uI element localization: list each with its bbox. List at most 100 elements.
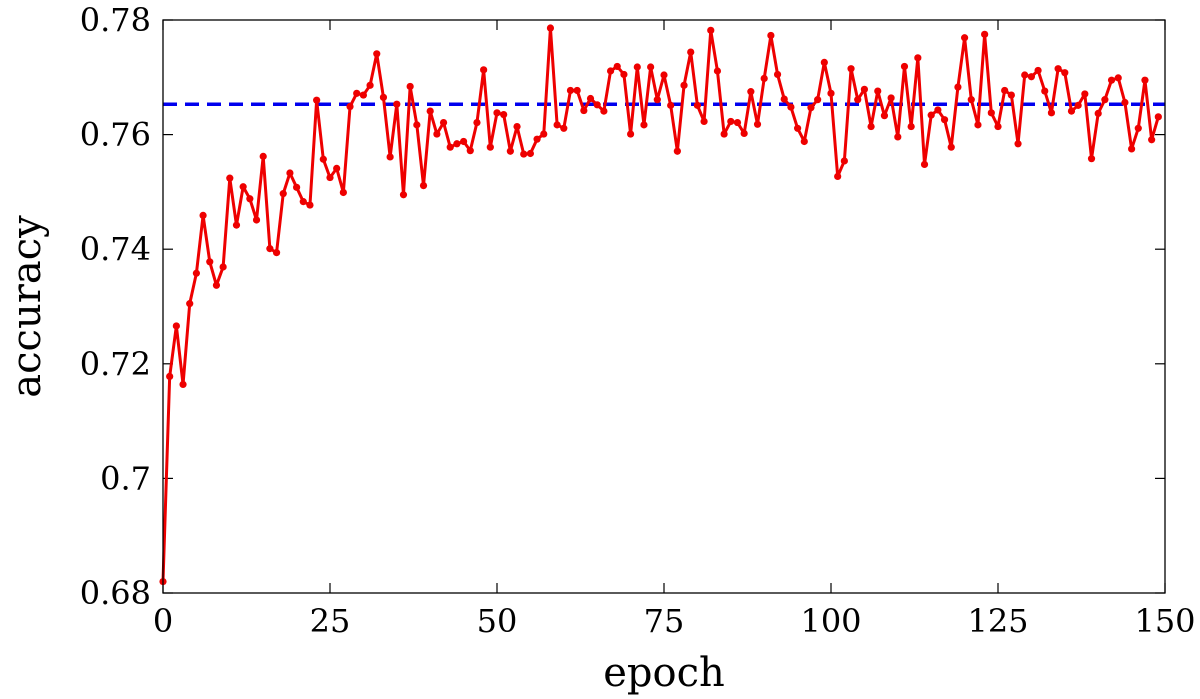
data-point (252, 216, 261, 224)
data-point (914, 54, 922, 62)
data-point (1141, 76, 1149, 84)
data-point (994, 122, 1002, 131)
data-point (373, 50, 381, 58)
data-point (586, 94, 595, 103)
data-point (961, 34, 969, 42)
data-point (453, 140, 461, 148)
data-point (847, 65, 855, 73)
data-point (419, 181, 428, 190)
data-point (606, 67, 615, 75)
y-tick-label: 0.76 (80, 116, 151, 154)
data-point (239, 183, 247, 191)
data-point (553, 121, 561, 129)
x-tick-label: 0 (153, 602, 173, 640)
data-point (206, 258, 214, 266)
data-point (526, 149, 535, 158)
data-point (820, 58, 828, 67)
y-tick-label: 0.74 (80, 230, 151, 268)
data-point (887, 94, 895, 102)
data-point (794, 124, 802, 132)
data-point (326, 173, 334, 182)
data-point (1067, 107, 1076, 115)
data-point (1101, 96, 1109, 104)
data-point (433, 130, 441, 138)
data-point (1114, 74, 1122, 82)
data-point (1021, 71, 1029, 79)
data-point (1061, 69, 1069, 77)
data-point (506, 147, 514, 155)
data-point (1074, 101, 1082, 109)
data-point (406, 82, 414, 91)
data-point (306, 201, 314, 209)
data-point (353, 89, 361, 97)
y-tick-label: 0.78 (80, 1, 151, 39)
data-point (840, 157, 848, 165)
data-point (673, 147, 681, 155)
data-point (1087, 155, 1096, 163)
y-tick-label: 0.68 (80, 574, 151, 612)
data-point (426, 107, 434, 115)
y-tick-label: 0.7 (100, 459, 151, 497)
data-point (620, 70, 628, 79)
data-point (627, 130, 635, 138)
data-point (1047, 109, 1056, 117)
data-point (720, 130, 728, 138)
data-point (520, 150, 528, 158)
data-point (1094, 109, 1102, 117)
data-point (319, 155, 327, 163)
data-point (232, 221, 241, 229)
y-tick-label: 0.72 (80, 345, 151, 383)
data-point (172, 322, 180, 330)
data-point (480, 66, 488, 74)
x-tick-label: 25 (310, 602, 351, 640)
data-point (640, 121, 648, 129)
data-point (900, 62, 909, 71)
data-point (286, 169, 294, 177)
data-point (880, 112, 889, 120)
series-layer (159, 24, 1162, 586)
data-point (854, 96, 862, 104)
data-point (867, 122, 875, 131)
data-point (413, 121, 421, 129)
x-tick-label: 150 (1134, 602, 1195, 640)
data-point (500, 110, 508, 119)
data-point (513, 122, 521, 131)
data-point (473, 118, 481, 127)
data-point (747, 88, 755, 96)
data-point (293, 183, 301, 191)
data-point (1148, 136, 1156, 144)
data-point (727, 117, 735, 126)
data-point (633, 63, 641, 71)
data-point (279, 190, 287, 198)
data-point (192, 269, 200, 277)
data-point (713, 67, 722, 75)
data-point (653, 96, 661, 104)
data-point (1001, 86, 1009, 95)
data-point (660, 71, 668, 79)
data-point (533, 135, 541, 143)
data-point (212, 281, 221, 289)
x-axis-ticks: 0 25 50 75 100 125 150 (153, 20, 1196, 640)
data-point (927, 111, 935, 119)
data-point (1041, 87, 1049, 95)
data-point (439, 118, 448, 127)
data-point (954, 83, 962, 91)
data-point (1014, 140, 1022, 148)
data-point (219, 263, 227, 271)
data-point (186, 300, 194, 308)
data-point (987, 109, 995, 117)
data-point (687, 48, 695, 56)
data-point (466, 147, 474, 155)
data-point (179, 380, 187, 389)
data-point (313, 96, 321, 104)
data-point (493, 109, 501, 117)
data-point (874, 87, 882, 95)
y-axis-ticks: 0.68 0.7 0.72 0.74 0.76 0.78 (80, 1, 1165, 612)
data-point (647, 63, 655, 71)
data-point (613, 62, 621, 71)
data-point (1034, 66, 1042, 75)
data-point (226, 174, 234, 182)
data-point (753, 120, 762, 128)
data-point (399, 191, 408, 199)
